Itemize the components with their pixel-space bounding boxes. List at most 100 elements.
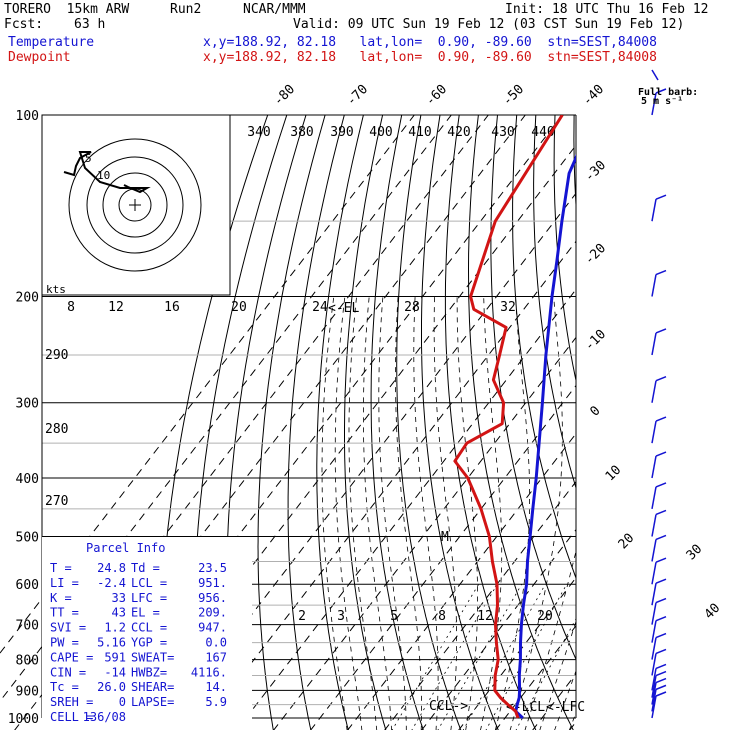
wind-barb — [651, 486, 657, 510]
wind-barb-flag — [655, 578, 667, 584]
dry-adiabat-label: 290 — [45, 348, 68, 363]
parcel-label: LCL = — [131, 576, 167, 590]
wind-barb-flag — [655, 691, 667, 697]
dry-adiabat — [593, 115, 740, 731]
parcel-value: 167 — [205, 650, 227, 664]
theta-label: 420 — [447, 125, 470, 140]
hodograph-ring-label: 10 — [97, 169, 110, 182]
isotherm-label: -20 — [582, 241, 609, 268]
wind-barb — [651, 637, 657, 660]
hodograph-ring — [68, 138, 202, 272]
isotherm-line — [273, 336, 576, 730]
full-barb-unit: 5 m s⁻¹ — [641, 96, 683, 107]
dry-adiabat — [651, 115, 740, 731]
isotherm-line — [421, 528, 576, 730]
parcel-value: -14 — [104, 665, 126, 679]
parcel-value: 956. — [198, 591, 227, 605]
parcel-label: K = — [50, 591, 72, 605]
dry-adiabat — [421, 115, 499, 730]
isotherm-line — [384, 480, 576, 730]
pressure-tick-label: 100 — [16, 109, 39, 124]
temperature-profile — [514, 153, 576, 720]
dry-adiabat — [533, 115, 576, 490]
parcel-value: 5.9 — [205, 695, 227, 709]
parcel-label: SVI = — [50, 621, 86, 635]
isotherm-label: 20 — [616, 531, 638, 553]
parcel-label: LFC = — [131, 591, 167, 605]
wind-barb — [651, 653, 657, 676]
theta-label: 390 — [330, 125, 353, 140]
dry-adiabat — [612, 115, 740, 731]
dry-adiabat — [689, 115, 740, 731]
temperature-location: x,y=188.92, 82.18 lat,lon= 0.90, -89.60 … — [203, 35, 657, 50]
parcel-label: HWBZ= — [131, 665, 167, 679]
wind-barb-flag — [655, 194, 667, 200]
parcel-value: 136/08 — [83, 710, 126, 724]
wind-barb-flag — [655, 684, 667, 691]
parcel-value: 0 — [119, 695, 126, 709]
parcel-label: CAPE = — [50, 650, 93, 664]
moist-adiabat — [334, 296, 363, 730]
moist-adiabat — [363, 296, 392, 730]
parcel-info-title: Parcel Info — [86, 541, 165, 555]
parcel-value: 43 — [112, 606, 126, 620]
dewpoint-legend: Dewpoint — [8, 50, 71, 65]
dry-adiabat-label: 270 — [45, 494, 68, 509]
parcel-value: -2.4 — [97, 576, 126, 590]
parcel-label: EL = — [131, 606, 160, 620]
ccl-marker: CCL-> — [429, 699, 468, 714]
pressure-tick-label: 400 — [16, 472, 39, 487]
parcel-label: TT = — [50, 606, 79, 620]
parcel-value: 209. — [198, 606, 227, 620]
dry-adiabat — [370, 115, 424, 730]
isotherm-line — [606, 115, 740, 731]
moist-adiabat — [509, 296, 563, 730]
mixing-ratio-label: 3 — [337, 609, 345, 624]
speed-label: 28 — [404, 300, 420, 315]
theta-label: 410 — [408, 125, 431, 140]
wind-barb — [651, 695, 657, 719]
parcel-value: 33 — [112, 591, 126, 605]
dry-adiabat — [727, 115, 740, 731]
dry-adiabat — [287, 115, 345, 730]
parcel-label: T = — [50, 561, 72, 575]
parcel-label: LI = — [50, 576, 79, 590]
pressure-tick-label: 300 — [16, 397, 39, 412]
mixing-ratio-label: 12 — [477, 609, 493, 624]
hodograph-ring-label: 5 — [85, 152, 92, 165]
wind-barb — [651, 583, 657, 606]
wind-barb — [651, 514, 657, 537]
pressure-tick-label: 600 — [16, 578, 39, 593]
parcel-label: Td = — [131, 561, 160, 575]
wind-barb — [651, 199, 657, 222]
pressure-tick-label: 200 — [16, 291, 39, 306]
hodograph-ring — [102, 172, 168, 238]
theta-label: 380 — [290, 125, 313, 140]
fcst-value: 63 h — [74, 17, 106, 32]
moist-adiabat — [378, 296, 407, 730]
isotherm-label: 30 — [684, 542, 706, 564]
mixing-ratio-label: 20 — [537, 609, 553, 624]
full-barb-label: Full barb: — [638, 87, 698, 98]
dewpoint-profile — [453, 115, 564, 719]
parcel-label: Tc = — [50, 680, 79, 694]
isotherm-line — [0, 115, 415, 654]
wind-barb — [651, 668, 657, 691]
mixing-ratio-label: 8 — [438, 609, 446, 624]
wind-barb-flag — [655, 451, 667, 457]
speed-label: 16 — [164, 300, 180, 315]
el-marker: <-EL — [328, 301, 359, 316]
isotherm-label: -60 — [423, 82, 450, 109]
parcel-label: PW = — [50, 636, 79, 650]
isotherm-label: -30 — [582, 158, 609, 185]
wind-barb-flag — [655, 557, 667, 563]
isotherm-label: -70 — [344, 82, 371, 109]
mixing-ratio-line — [411, 584, 498, 730]
wind-barb — [651, 562, 657, 585]
dry-adiabat — [670, 115, 740, 731]
parcel-value: 24.8 — [97, 561, 126, 575]
wind-barb-flag — [655, 663, 667, 670]
wind-barb-flag — [655, 376, 667, 382]
dry-adiabat — [553, 115, 576, 383]
wind-barb-flag — [655, 677, 667, 684]
